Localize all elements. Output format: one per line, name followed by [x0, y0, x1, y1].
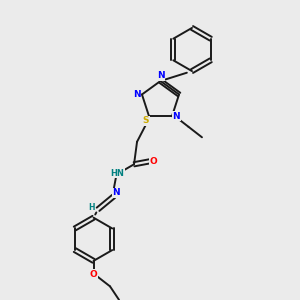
Text: S: S: [143, 116, 149, 125]
Text: N: N: [157, 71, 164, 80]
Text: N: N: [172, 112, 180, 121]
Text: N: N: [112, 188, 120, 197]
Text: O: O: [90, 270, 98, 279]
Text: H: H: [88, 203, 95, 212]
Text: N: N: [133, 90, 140, 99]
Text: O: O: [150, 157, 158, 166]
Text: HN: HN: [111, 169, 124, 178]
